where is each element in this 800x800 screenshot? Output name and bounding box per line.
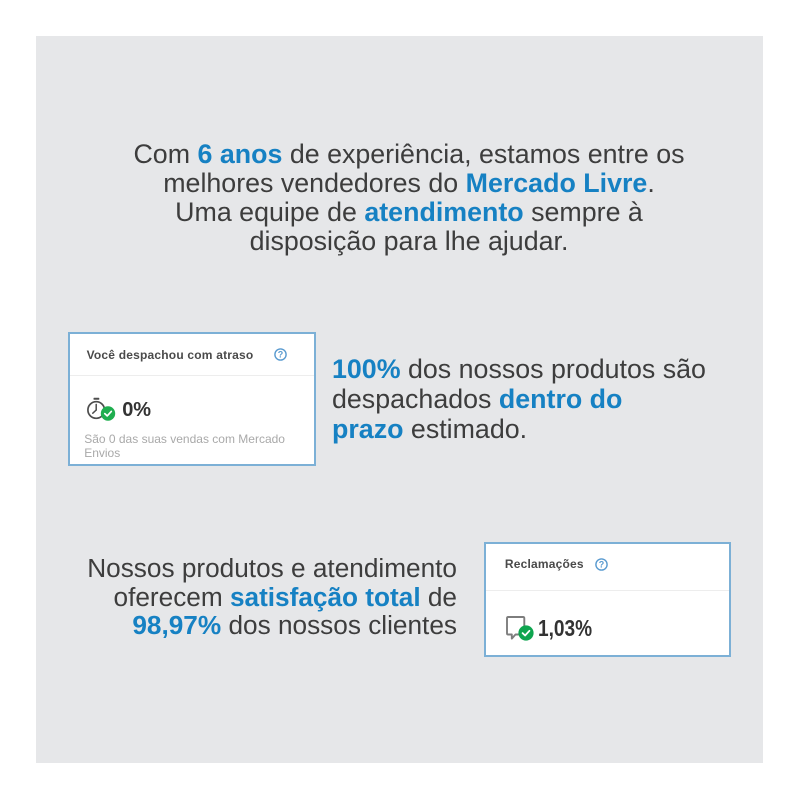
svg-text:?: ? [599,560,605,570]
svg-text:?: ? [277,350,283,360]
